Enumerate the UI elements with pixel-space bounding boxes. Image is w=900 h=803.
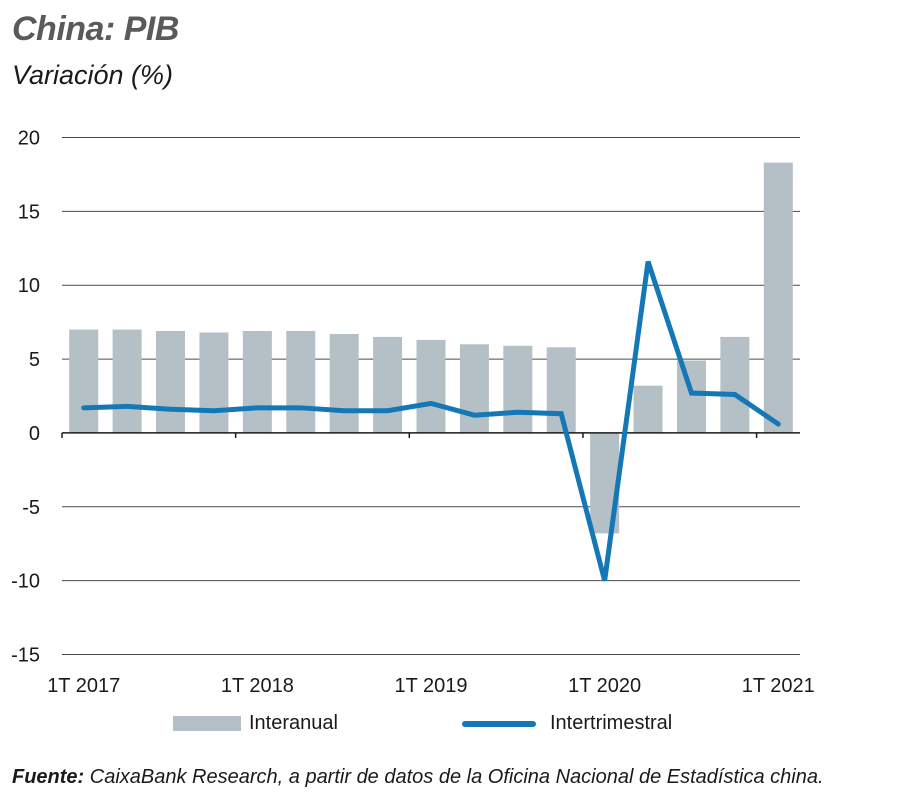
legend: Interanual Intertrimestral <box>0 712 900 742</box>
bar-interanual <box>242 331 272 433</box>
x-axis-labels: 1T 2017 1T 2018 1T 2019 1T 2020 1T 2021 <box>47 675 815 697</box>
x-tick-label: 1T 2021 <box>742 675 815 697</box>
bar-interanual <box>69 329 99 433</box>
bar-series-interanual <box>69 162 793 534</box>
y-tick-label: 15 <box>18 201 40 223</box>
legend-item-interanual: Interanual <box>173 712 338 735</box>
chart-title: China: PIB <box>12 10 179 48</box>
legend-label-interanual: Interanual <box>249 712 338 734</box>
y-tick-label: -5 <box>22 497 40 519</box>
bar-interanual <box>633 385 663 433</box>
legend-bar-swatch <box>173 716 241 731</box>
line-series-intertrimestral <box>81 260 781 582</box>
bar-interanual <box>416 339 446 433</box>
y-axis-labels: -15 -10 -5 0 5 10 15 20 <box>11 128 40 667</box>
bar-interanual <box>503 345 533 433</box>
bar-interanual <box>156 331 186 433</box>
source-label: Fuente: <box>12 766 85 788</box>
y-tick-label: 0 <box>29 423 40 445</box>
y-tick-label: -15 <box>11 645 40 667</box>
bar-interanual <box>286 331 316 433</box>
x-tick-label: 1T 2017 <box>47 675 120 697</box>
x-tick-label: 1T 2020 <box>568 675 641 697</box>
x-tick-label: 1T 2019 <box>394 675 467 697</box>
bar-interanual <box>763 162 793 433</box>
x-axis <box>61 432 800 438</box>
bar-interanual <box>676 360 706 433</box>
y-tick-label: -10 <box>11 571 40 593</box>
y-tick-label: 5 <box>29 349 40 371</box>
x-tick-label: 1T 2018 <box>221 675 294 697</box>
bar-interanual <box>199 332 229 433</box>
legend-line-swatch <box>462 720 536 727</box>
y-tick-label: 10 <box>18 275 40 297</box>
grid-lines <box>62 137 800 655</box>
legend-label-intertrimestral: Intertrimestral <box>550 712 673 734</box>
source-note: Fuente: CaixaBank Research, a partir de … <box>12 766 824 789</box>
bar-interanual <box>329 333 359 433</box>
chart-subtitle: Variación (%) <box>12 60 174 90</box>
bar-interanual <box>112 329 142 433</box>
bar-interanual <box>720 336 750 433</box>
y-tick-label: 20 <box>18 128 40 150</box>
source-text: CaixaBank Research, a partir de datos de… <box>84 766 824 788</box>
bar-interanual <box>373 336 403 433</box>
legend-item-intertrimestral: Intertrimestral <box>462 712 672 735</box>
bar-interanual <box>459 344 489 433</box>
